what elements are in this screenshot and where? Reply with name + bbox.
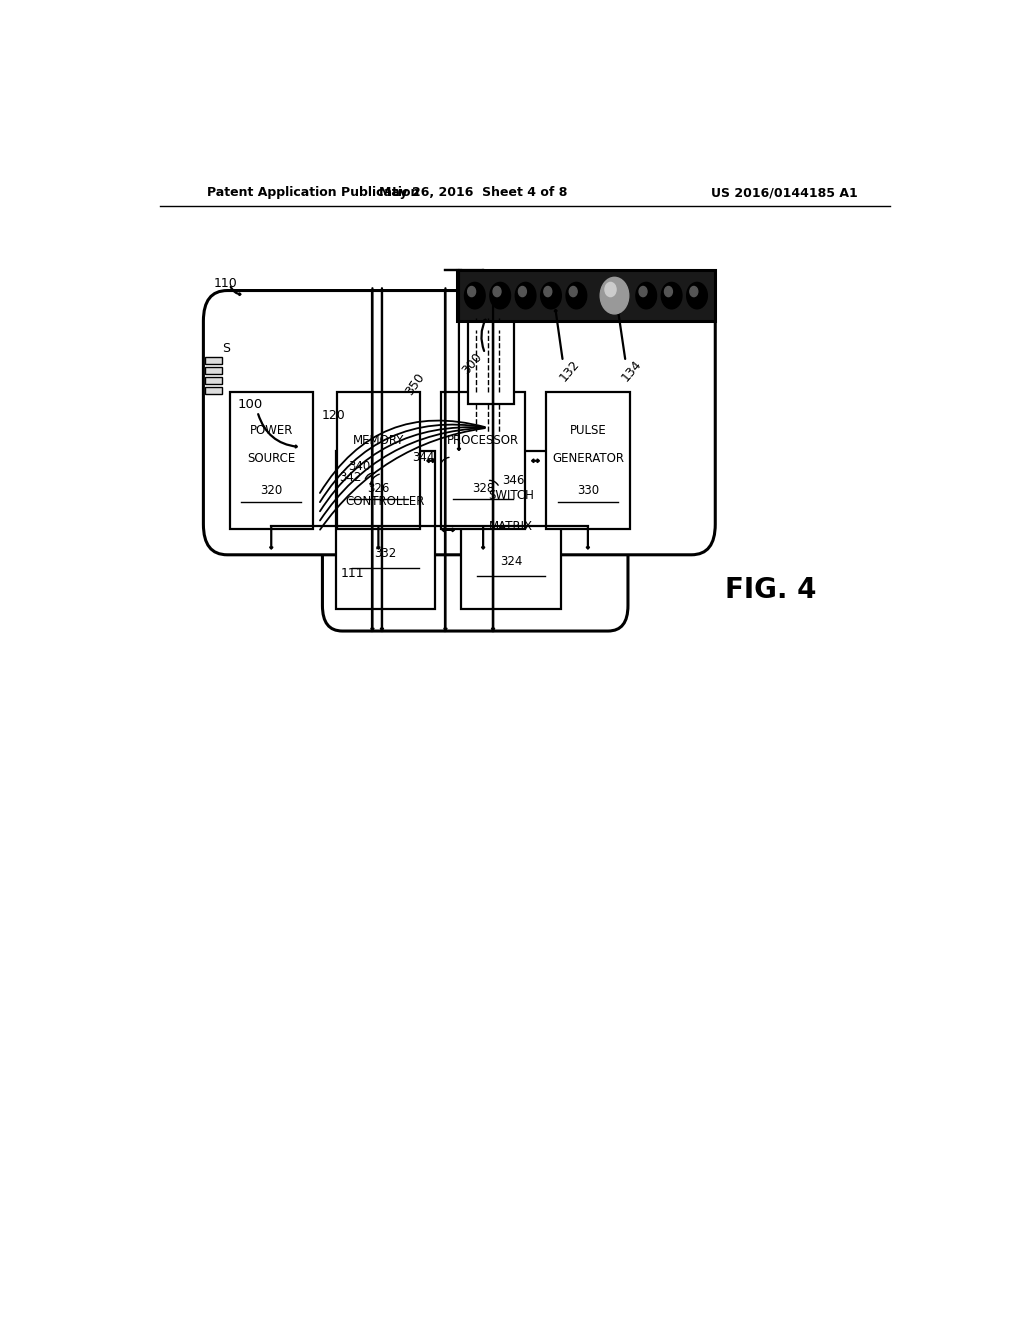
Circle shape [600,277,629,314]
Text: GENERATOR: GENERATOR [552,451,624,465]
Circle shape [515,282,536,309]
Circle shape [468,286,475,297]
Text: 134: 134 [620,358,644,384]
Text: 344: 344 [412,450,434,463]
Text: 324: 324 [500,554,522,568]
FancyBboxPatch shape [337,392,420,529]
FancyBboxPatch shape [458,271,715,321]
Circle shape [605,282,616,297]
Text: SOURCE: SOURCE [247,451,295,465]
Text: Patent Application Publication: Patent Application Publication [207,186,420,199]
Text: 110: 110 [214,277,238,290]
Text: SWITCH: SWITCH [488,488,534,502]
Text: 332: 332 [375,546,396,560]
Text: MATRIX: MATRIX [488,520,532,533]
Text: May 26, 2016  Sheet 4 of 8: May 26, 2016 Sheet 4 of 8 [379,186,567,199]
FancyBboxPatch shape [205,367,222,374]
Circle shape [494,286,501,297]
Circle shape [687,282,708,309]
FancyBboxPatch shape [229,392,313,529]
FancyBboxPatch shape [204,290,715,554]
Text: 100: 100 [238,397,263,411]
Text: 320: 320 [260,484,283,498]
Circle shape [662,282,682,309]
Text: 326: 326 [368,482,389,495]
Text: 342: 342 [339,471,361,484]
Text: PULSE: PULSE [569,424,606,437]
FancyBboxPatch shape [205,378,222,384]
Circle shape [544,286,552,297]
Text: 111: 111 [341,566,365,579]
Circle shape [518,286,526,297]
FancyBboxPatch shape [441,392,524,529]
Circle shape [489,282,511,309]
FancyBboxPatch shape [546,392,630,529]
Text: 330: 330 [577,484,599,498]
Text: MEMORY: MEMORY [352,434,404,446]
FancyBboxPatch shape [461,451,560,609]
FancyBboxPatch shape [323,433,628,631]
Text: 350: 350 [403,371,427,397]
Circle shape [566,282,587,309]
Text: CONTROLLER: CONTROLLER [346,495,425,508]
Circle shape [665,286,673,297]
Text: US 2016/0144185 A1: US 2016/0144185 A1 [712,186,858,199]
Text: 340: 340 [348,459,370,473]
Circle shape [636,282,656,309]
FancyBboxPatch shape [468,318,514,404]
Circle shape [639,286,647,297]
FancyBboxPatch shape [205,356,222,364]
Text: POWER: POWER [250,424,293,437]
Text: 120: 120 [322,409,345,422]
Text: 346: 346 [503,474,525,487]
Text: S: S [222,342,230,355]
Circle shape [465,282,485,309]
Text: 300: 300 [460,350,485,378]
Text: 328: 328 [472,482,495,495]
Circle shape [569,286,578,297]
Text: 132: 132 [557,358,582,384]
FancyBboxPatch shape [205,387,222,395]
Circle shape [690,286,697,297]
Circle shape [541,282,561,309]
FancyBboxPatch shape [336,451,435,609]
Text: PROCESSOR: PROCESSOR [447,434,519,446]
Text: FIG. 4: FIG. 4 [725,577,816,605]
